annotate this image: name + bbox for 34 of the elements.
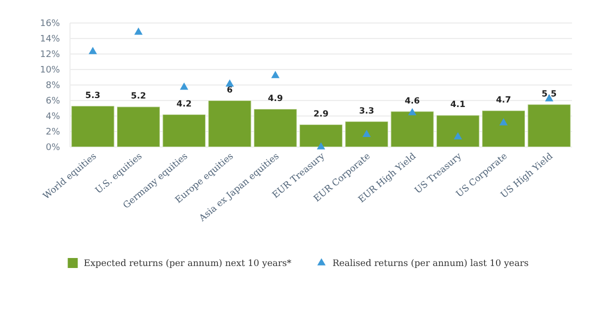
bar (208, 100, 252, 148)
legend-label: Expected returns (per annum) next 10 years* (84, 259, 292, 270)
y-tick-label: 4% (46, 112, 60, 122)
y-tick-label: 6% (46, 96, 60, 107)
data-label: 5.5 (542, 89, 557, 100)
point (180, 82, 188, 90)
data-label: 3.3 (359, 106, 374, 116)
y-tick-label: 12% (40, 50, 60, 60)
point (226, 79, 234, 87)
data-label: 4.2 (176, 99, 192, 110)
y-tick-label: 10% (40, 66, 60, 76)
y-tick-label: 8% (46, 81, 60, 92)
data-label: 6 (226, 86, 233, 96)
data-label: 4.7 (496, 96, 512, 106)
y-tick-label: 0% (46, 143, 60, 154)
bar (390, 110, 434, 148)
point (499, 118, 508, 126)
y-tick-label: 2% (46, 128, 60, 138)
data-label: 5.3 (85, 90, 100, 101)
data-label: 4.1 (450, 100, 466, 110)
point (134, 27, 143, 35)
data-label: 4.6 (404, 96, 420, 106)
point (316, 142, 326, 150)
y-tick-label: 14% (40, 34, 60, 45)
data-label: 2.9 (313, 110, 329, 120)
legend-label: Realised returns (per annum) last 10 years (332, 259, 530, 270)
point (454, 132, 462, 140)
point (88, 46, 97, 54)
data-label: 4.9 (268, 94, 283, 104)
point (408, 108, 416, 116)
point (271, 70, 280, 78)
data-label: 5.2 (130, 92, 146, 102)
point (362, 130, 371, 138)
y-tick-label: 16% (40, 19, 60, 30)
